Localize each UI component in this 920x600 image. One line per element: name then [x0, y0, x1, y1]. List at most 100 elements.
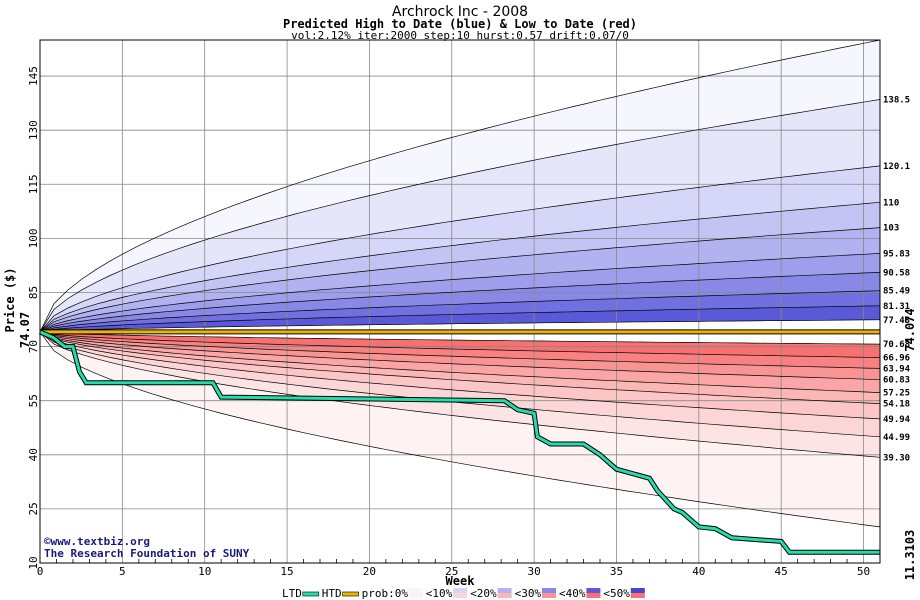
contour-5 — [39, 253, 881, 333]
x-axis: 0 5 10 15 20 25 30 35 40 45 50 — [37, 565, 870, 578]
legend-swatch-red-5 — [542, 593, 556, 598]
band-label-1: 138.5 — [883, 96, 910, 106]
upper-band-4 — [40, 227, 880, 332]
contour-0 — [39, 39, 881, 333]
x-tick-45: 45 — [775, 565, 788, 578]
legend-swatch-blue-7 — [630, 588, 645, 593]
chart-title: Archrock Inc - 2008 — [392, 4, 528, 20]
start-price-label: 74.07 — [18, 312, 32, 348]
final-price-label: 11.3103 — [903, 530, 917, 581]
lower-band-3 — [40, 331, 880, 393]
band-label-6: 90.58 — [883, 268, 910, 278]
contour-16 — [39, 331, 881, 420]
legend-swatch-blue-2 — [408, 588, 423, 593]
x-tick-0: 0 — [37, 565, 44, 578]
legend-swatch-blue-6 — [586, 588, 601, 593]
band-label-3: 110 — [883, 198, 899, 208]
x-tick-50: 50 — [857, 565, 870, 578]
y-tick-25: 25 — [27, 502, 40, 515]
y-tick-55: 55 — [27, 394, 40, 407]
band-label-17: 44.99 — [883, 433, 910, 443]
band-end-labels: 138.5 120.1 110 103 95.83 90.58 85.49 81.31 77.4… — [883, 96, 911, 464]
upper-band-2 — [40, 165, 880, 332]
lower-band-5 — [40, 331, 880, 419]
legend-item-4: <20% — [470, 587, 497, 600]
upper-band-6 — [40, 272, 880, 332]
legend-swatch-red-4 — [497, 593, 512, 598]
lower-band-8 — [40, 331, 880, 527]
x-tick-40: 40 — [692, 565, 705, 578]
credit-line-2: The Research Foundation of SUNY — [44, 547, 250, 560]
upper-band-1 — [40, 99, 880, 332]
lower-band-7 — [40, 331, 880, 458]
legend-swatch-1 — [342, 591, 359, 597]
plot-frame — [39, 39, 881, 564]
y-axis: 10 25 40 55 70 85 100 115 130 145 — [27, 66, 40, 569]
legend-swatch-blue-5 — [542, 588, 556, 593]
chart-subtitle: Predicted High to Date (blue) & Low to D… — [283, 17, 637, 31]
y-tick-115: 115 — [27, 174, 40, 194]
upper-band-7 — [40, 290, 880, 332]
legend-item-6: <40% — [559, 587, 586, 600]
y-tick-40: 40 — [27, 448, 40, 461]
lower-band-1 — [40, 331, 880, 369]
y-tick-10: 10 — [27, 556, 40, 569]
legend-item-3: <10% — [426, 587, 453, 600]
current-price-label: 74.074 — [903, 308, 917, 351]
legend-item-7: <50% — [603, 587, 630, 600]
upper-band-8 — [40, 305, 880, 332]
x-axis-label: Week — [446, 574, 476, 588]
legend-item-5: <30% — [515, 587, 542, 600]
x-tick-10: 10 — [198, 565, 211, 578]
y-tick-70: 70 — [27, 340, 40, 353]
contour-11 — [39, 331, 881, 358]
y-tick-85: 85 — [27, 286, 40, 299]
legend-swatch-red-2 — [408, 593, 423, 598]
band-label-7: 85.49 — [883, 287, 910, 297]
band-label-4: 103 — [883, 224, 899, 234]
band-label-5: 95.83 — [883, 249, 910, 259]
lower-band-4 — [40, 331, 880, 404]
band-label-15: 54.18 — [883, 400, 910, 410]
chart-params: vol:2.12% iter:2000 step:10 hurst:0.57 d… — [291, 29, 629, 42]
x-tick-30: 30 — [527, 565, 540, 578]
upper-band-3 — [40, 202, 880, 332]
contour-19 — [39, 331, 881, 528]
band-label-2: 120.1 — [883, 162, 910, 172]
band-label-11: 66.96 — [883, 354, 910, 364]
band-label-12: 63.94 — [883, 364, 911, 374]
legend-swatch-red-3 — [453, 593, 468, 598]
x-tick-20: 20 — [363, 565, 376, 578]
band-label-13: 60.83 — [883, 376, 910, 386]
contour-7 — [39, 290, 881, 333]
contour-14 — [39, 331, 881, 393]
lower-band-6 — [40, 331, 880, 437]
legend-swatch-red-7 — [630, 593, 645, 598]
legend-item-0: LTD — [282, 587, 302, 600]
y-tick-100: 100 — [27, 228, 40, 248]
lower-band-0 — [40, 331, 880, 358]
legend-item-2: prob:0% — [362, 587, 409, 600]
contour-15 — [39, 331, 881, 404]
contour-2 — [39, 165, 881, 333]
y-axis-label: Price ($) — [3, 267, 17, 332]
contour-8 — [39, 305, 881, 333]
upper-band-0 — [40, 40, 880, 332]
band-label-16: 49.94 — [883, 415, 911, 425]
x-tick-5: 5 — [119, 565, 126, 578]
legend-swatch-0 — [302, 591, 320, 597]
ltd-line — [39, 330, 880, 554]
contour-10 — [39, 331, 881, 345]
band-label-18: 39.30 — [883, 453, 910, 463]
legend-item-1: HTD — [322, 587, 342, 600]
contour-12 — [39, 331, 881, 369]
contour-3 — [39, 201, 881, 333]
contour-6 — [39, 272, 881, 333]
probability-bands — [40, 40, 880, 527]
contour-1 — [39, 99, 881, 333]
y-tick-145: 145 — [27, 66, 40, 86]
band-contours — [39, 39, 881, 528]
credit-line-1: ©www.textbiz.org — [44, 535, 150, 548]
upper-band-5 — [40, 253, 880, 332]
